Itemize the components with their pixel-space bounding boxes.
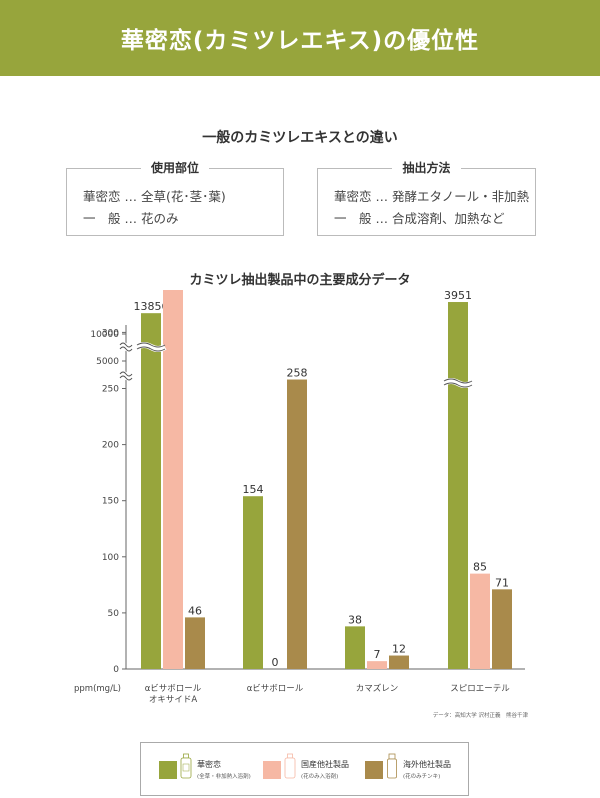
bar-break-mark bbox=[136, 342, 166, 348]
bar bbox=[163, 290, 183, 670]
bar bbox=[141, 313, 161, 669]
bar-break-mark bbox=[136, 346, 166, 352]
usage-part-line-kamitsure: 華密恋 … 全草(花･茎･葉) bbox=[83, 189, 226, 204]
bar bbox=[243, 496, 263, 669]
data-label: 85 bbox=[473, 561, 487, 574]
axis-break-mark bbox=[117, 342, 135, 352]
y-tick-label: 5000 bbox=[96, 357, 119, 367]
category-label: αビサボロール bbox=[247, 684, 304, 694]
data-label: 3951 bbox=[444, 290, 472, 302]
axis-break-mark bbox=[117, 371, 135, 381]
chart-title: カミツレ抽出製品中の主要成分データ bbox=[189, 273, 411, 288]
category-label: カマズレン bbox=[356, 683, 399, 694]
data-label: 0 bbox=[272, 656, 279, 669]
legend-note-overseas: (花のみチンキ) bbox=[403, 774, 441, 780]
category-label: αビサボロール bbox=[145, 684, 202, 694]
bar-break-mark bbox=[135, 342, 167, 352]
data-label: 13856 bbox=[134, 300, 169, 313]
y-tick-label: 200 bbox=[102, 441, 119, 451]
legend-name-kamitsure: 華密恋 bbox=[197, 760, 221, 769]
bar bbox=[389, 655, 409, 669]
data-label: 7 bbox=[374, 648, 381, 661]
usage-part-title: 使用部位 bbox=[140, 161, 209, 175]
extraction-method-box: 抽出方法 華密恋 … 発酵エタノール・非加熱 一 般 … 合成溶剤、加熱など bbox=[317, 161, 536, 236]
bar bbox=[448, 302, 468, 669]
header-banner: 華密恋(カミツレエキス)の優位性 bbox=[0, 0, 600, 76]
data-source: データ：高知大学 沢村正義 熊谷千津 bbox=[433, 711, 529, 719]
bottle-icon bbox=[387, 753, 397, 779]
y-axis-unit-label: ppm(mg/L) bbox=[74, 684, 121, 694]
bar bbox=[185, 617, 205, 669]
y-tick-label: 50 bbox=[108, 609, 120, 619]
bottle-icon bbox=[180, 753, 192, 779]
legend-name-domestic: 国産他社製品 bbox=[301, 760, 349, 769]
y-tick-label: 150 bbox=[102, 497, 119, 507]
legend-name-overseas: 海外他社製品 bbox=[403, 760, 451, 769]
data-label: 12 bbox=[392, 643, 406, 656]
y-tick-label: 250 bbox=[102, 385, 119, 395]
bottle-icon bbox=[284, 753, 296, 779]
axis-break-mark bbox=[119, 371, 133, 377]
extraction-line-kamitsure: 華密恋 … 発酵エタノール・非加熱 bbox=[334, 189, 530, 204]
bar bbox=[345, 626, 365, 669]
category-label: スピロエーテル bbox=[450, 684, 510, 694]
extraction-method-title: 抽出方法 bbox=[392, 161, 461, 175]
page-title: 華密恋(カミツレエキス)の優位性 bbox=[120, 28, 480, 54]
legend-swatch-kamitsure bbox=[159, 761, 177, 779]
axis-break-mark bbox=[119, 375, 133, 381]
data-label: 258 bbox=[287, 367, 308, 380]
comparison-title: 一般のカミツレエキスとの違い bbox=[202, 130, 398, 146]
legend-swatch-domestic bbox=[263, 761, 281, 779]
bar-chart: 0501001502002503003504004505005000100001… bbox=[74, 290, 529, 719]
legend-note-domestic: (花のみ入浴剤) bbox=[301, 774, 339, 780]
data-label: 38 bbox=[348, 613, 362, 626]
bar bbox=[492, 589, 512, 669]
legend-swatch-overseas bbox=[365, 761, 383, 779]
y-tick-label: 0 bbox=[113, 665, 119, 675]
bar-break-mark bbox=[443, 382, 473, 388]
axis-break-mark bbox=[119, 346, 133, 352]
bar bbox=[470, 573, 490, 669]
data-label: 154 bbox=[243, 483, 264, 496]
bar bbox=[367, 661, 387, 669]
data-label: 46 bbox=[188, 604, 202, 617]
usage-part-line-general: 一 般 … 花のみ bbox=[83, 211, 179, 226]
category-label: オキサイドA bbox=[149, 695, 198, 705]
y-tick-label: 100 bbox=[102, 553, 119, 563]
y-tick-label: 300 bbox=[102, 328, 119, 338]
bar-break-mark bbox=[442, 378, 474, 388]
bar bbox=[287, 379, 307, 669]
data-label: 71 bbox=[495, 576, 509, 589]
legend: 華密恋 (全草・非加熱入浴剤) 国産他社製品 (花のみ入浴剤) 海外他社製品 (… bbox=[140, 742, 469, 796]
legend-note-kamitsure: (全草・非加熱入浴剤) bbox=[197, 774, 251, 780]
y-tick-label: 10000 bbox=[90, 330, 119, 340]
axis-break-mark bbox=[119, 342, 133, 348]
bar-break-mark bbox=[443, 378, 473, 384]
extraction-line-general: 一 般 … 合成溶剤、加熱など bbox=[334, 211, 505, 226]
usage-part-box: 使用部位 華密恋 … 全草(花･茎･葉) 一 般 … 花のみ bbox=[66, 161, 284, 236]
